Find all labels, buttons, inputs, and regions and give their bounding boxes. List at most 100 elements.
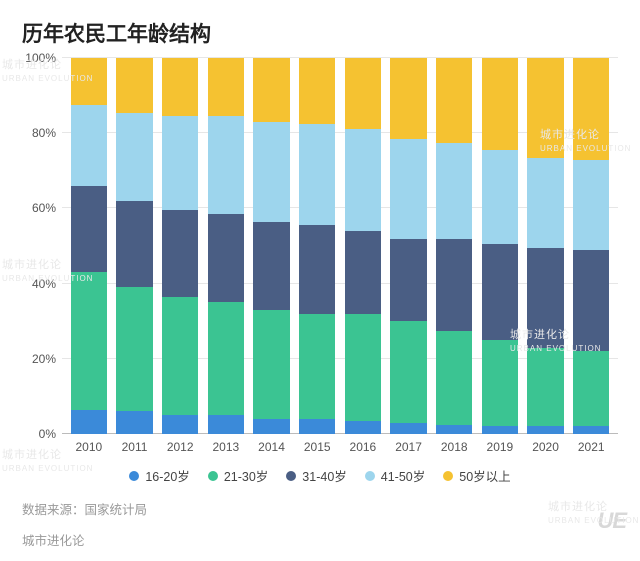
bar-segment [71,272,108,409]
bar-segment [482,426,519,434]
legend: 16-20岁 21-30岁 31-40岁 41-50岁 50岁以上 [22,466,618,485]
bar-segment [527,426,564,434]
stacked-bar [390,58,427,434]
bar-segment [299,124,336,226]
chart-title: 历年农民工年龄结构 [22,18,618,48]
bar-column [249,58,295,434]
bar-column [431,58,477,434]
stacked-bar [253,58,290,434]
y-tick-label: 100% [22,51,62,65]
bars-container [62,58,618,434]
x-tick-label: 2018 [431,440,477,454]
legend-item: 50岁以上 [443,466,510,485]
stacked-bar [436,58,473,434]
legend-item: 16-20岁 [129,466,189,485]
bar-segment [527,58,564,158]
bar-column [477,58,523,434]
y-axis: 0%20%40%60%80%100% [22,58,62,434]
ue-watermark: UE [597,508,626,534]
bar-segment [71,105,108,186]
bar-segment [162,58,199,116]
x-tick-label: 2015 [294,440,340,454]
x-tick-label: 2021 [568,440,614,454]
legend-label: 50岁以上 [459,466,510,485]
bar-segment [573,160,610,250]
bar-segment [527,158,564,248]
bar-segment [208,116,245,214]
bar-segment [390,423,427,434]
bar-column [66,58,112,434]
x-tick-label: 2016 [340,440,386,454]
legend-item: 41-50岁 [365,466,425,485]
bar-segment [162,210,199,296]
stacked-bar [573,58,610,434]
bar-segment [436,58,473,143]
legend-label: 16-20岁 [145,466,189,485]
stacked-bar [71,58,108,434]
bar-segment [162,415,199,434]
x-tick-label: 2010 [66,440,112,454]
bar-segment [208,302,245,415]
bar-segment [116,113,153,201]
bar-segment [573,351,610,426]
legend-swatch-icon [443,471,453,481]
stacked-bar [116,58,153,434]
bar-segment [71,58,108,105]
y-tick-label: 0% [22,427,62,441]
x-tick-label: 2014 [249,440,295,454]
bar-segment [573,426,610,434]
stacked-bar [208,58,245,434]
legend-item: 21-30岁 [208,466,268,485]
bar-segment [345,314,382,421]
legend-label: 21-30岁 [224,466,268,485]
bar-segment [299,314,336,419]
stacked-bar [299,58,336,434]
bar-segment [208,58,245,116]
bar-column [568,58,614,434]
bar-segment [253,310,290,419]
bar-segment [345,129,382,231]
stacked-bar [527,58,564,434]
bar-column [157,58,203,434]
y-tick-label: 80% [22,126,62,140]
bar-segment [71,186,108,272]
bar-segment [116,58,153,113]
bar-segment [208,415,245,434]
bar-segment [390,321,427,423]
bar-segment [573,58,610,160]
bar-segment [390,58,427,139]
y-tick-label: 60% [22,201,62,215]
bar-segment [116,411,153,434]
bar-segment [253,222,290,310]
bar-segment [345,421,382,434]
source-text: 数据来源：国家统计局 [22,499,618,518]
stacked-bar [482,58,519,434]
bar-segment [482,58,519,150]
bar-segment [116,201,153,287]
x-tick-label: 2011 [112,440,158,454]
bar-segment [482,150,519,244]
bar-segment [299,419,336,434]
bar-segment [345,231,382,314]
x-tick-label: 2012 [157,440,203,454]
bar-segment [71,410,108,434]
bar-column [340,58,386,434]
bar-segment [436,239,473,331]
legend-label: 41-50岁 [381,466,425,485]
legend-label: 31-40岁 [302,466,346,485]
legend-swatch-icon [365,471,375,481]
y-tick-label: 20% [22,352,62,366]
bar-segment [436,143,473,239]
bar-segment [299,225,336,313]
bar-segment [527,348,564,427]
legend-swatch-icon [286,471,296,481]
bar-segment [527,248,564,348]
bar-segment [162,116,199,210]
bar-segment [162,297,199,415]
x-tick-label: 2013 [203,440,249,454]
stacked-bar [162,58,199,434]
plot-area: 0%20%40%60%80%100% [62,58,618,434]
bar-segment [299,58,336,124]
x-tick-label: 2017 [386,440,432,454]
bar-segment [482,244,519,340]
